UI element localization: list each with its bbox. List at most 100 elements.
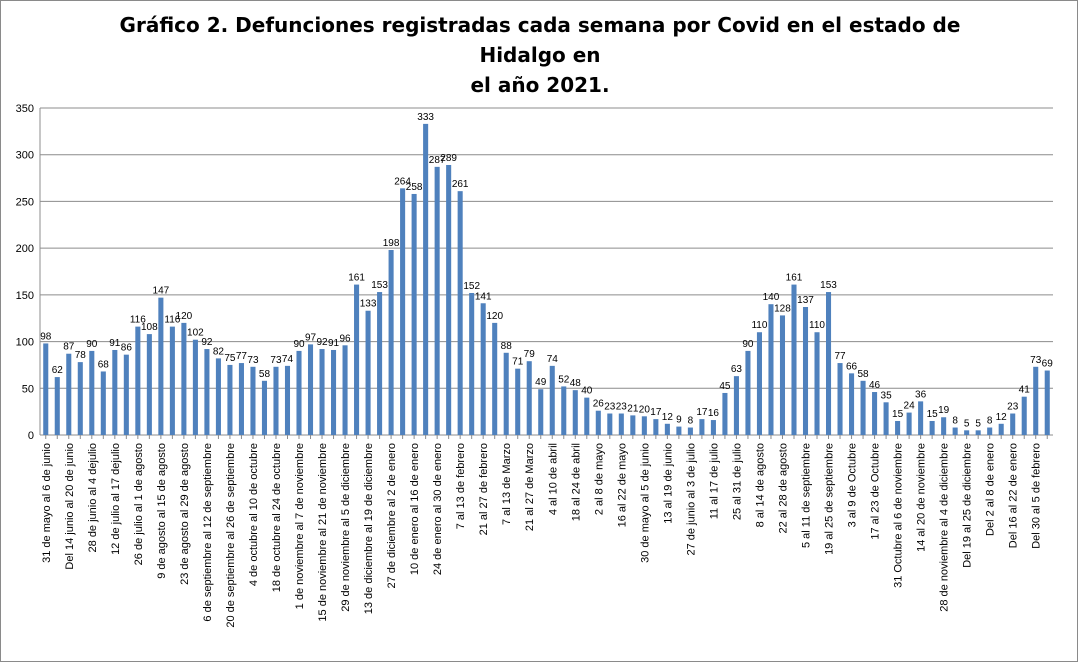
x-tick-label: 10 de enero al 16 de enero: [409, 443, 421, 575]
bar: [975, 430, 981, 435]
bar: [261, 380, 268, 435]
y-tick-label: 250: [16, 196, 34, 208]
x-tick-label: 13 al 19 de junio: [662, 443, 674, 524]
data-label: 133: [360, 299, 377, 310]
data-label: 41: [1019, 385, 1031, 396]
x-tick-label: 11 al 17 de julio: [708, 443, 720, 519]
data-label: 66: [846, 361, 858, 372]
bar: [492, 322, 498, 435]
data-label: 5: [964, 418, 970, 429]
bar: [883, 402, 889, 435]
bar: [526, 361, 532, 435]
x-tick-label: Del 14 junio al 20 de junio: [64, 443, 76, 570]
data-label: 77: [236, 351, 248, 362]
bar: [112, 349, 118, 435]
bar: [929, 420, 935, 435]
x-tick-label: 31 Octubre al 6 de noviembre: [893, 443, 905, 588]
bar: [365, 310, 371, 435]
bar: [538, 389, 544, 435]
x-tick-label: 1 de noviembre al 7 de noviembre: [294, 443, 306, 609]
bar: [779, 315, 786, 435]
data-label: 68: [98, 359, 110, 370]
bar: [641, 416, 647, 435]
data-label: 48: [570, 378, 582, 389]
data-label: 87: [63, 342, 75, 353]
x-tick-label: 14 al 20 de noviembre: [916, 443, 928, 552]
data-label: 78: [75, 350, 87, 361]
data-label: 74: [547, 354, 559, 365]
data-label: 71: [512, 357, 524, 368]
x-tick-label: 5 al 11 de septiembre: [801, 443, 813, 548]
data-label: 19: [938, 405, 950, 416]
data-label: 17: [650, 407, 662, 418]
bar: [595, 410, 601, 435]
data-label: 9: [676, 415, 682, 426]
data-label: 116: [164, 315, 180, 326]
data-label: 58: [259, 369, 271, 380]
data-label: 77: [834, 351, 846, 362]
bar: [814, 332, 820, 435]
x-tick-label: 23 de agosto al 29 de agosto: [179, 443, 191, 585]
y-tick-label: 350: [16, 103, 34, 115]
bar: [1021, 396, 1027, 435]
bar: [676, 426, 682, 435]
bar: [238, 363, 244, 435]
x-tick-label: 21 al 27 de Marzo: [524, 443, 536, 531]
bar: [146, 334, 152, 435]
bar: [745, 350, 751, 435]
bar: [66, 353, 72, 435]
x-tick-label: Del 30 al 5 de febrero: [1031, 443, 1043, 549]
data-label: 58: [858, 369, 870, 380]
bar: [89, 350, 95, 435]
x-tick-label: 7 al 13 de febrero: [455, 443, 467, 529]
bar: [319, 349, 325, 435]
x-tick-label: 29 de noviembre al 5 de diciembre: [340, 443, 352, 612]
bar: [446, 164, 452, 435]
data-label: 91: [109, 338, 121, 349]
y-tick-label: 100: [16, 337, 34, 349]
data-label: 152: [463, 281, 480, 292]
x-tick-label: 18 al 24 de abril: [570, 443, 582, 521]
bar: [377, 292, 383, 435]
data-label: 46: [869, 380, 881, 391]
data-label: 15: [892, 409, 904, 420]
x-tick-label: 4 al 10 de abril: [547, 443, 559, 515]
data-label: 287: [429, 155, 446, 166]
bar: [192, 339, 198, 435]
data-label: 8: [688, 416, 694, 427]
data-label: 17: [696, 407, 708, 418]
bar: [768, 304, 774, 435]
bar: [296, 350, 302, 435]
data-label: 98: [40, 331, 52, 342]
x-tick-label: 24 de enero al 30 de enero: [432, 443, 444, 575]
data-label: 90: [86, 339, 98, 350]
data-label: 90: [293, 339, 305, 350]
data-label: 108: [141, 322, 158, 333]
data-label: 23: [604, 402, 616, 413]
bar: [952, 427, 958, 435]
data-label: 79: [524, 349, 536, 360]
x-tick-label: 28 de noviembre al 4 de diciembre: [939, 443, 951, 612]
bar: [135, 326, 141, 435]
data-label: 264: [394, 176, 411, 187]
bar: [54, 377, 60, 435]
x-tick-label: 27 de diciembre al 2 de enero: [386, 443, 398, 589]
y-tick-label: 0: [28, 430, 34, 442]
data-label: 8: [987, 416, 993, 427]
data-label: 153: [820, 280, 837, 291]
bar: [941, 417, 947, 435]
data-label: 15: [927, 409, 939, 420]
bar: [1010, 413, 1016, 435]
data-label: 137: [797, 295, 814, 306]
bar: [998, 423, 1004, 435]
data-label: 26: [593, 399, 605, 410]
data-label: 36: [915, 389, 927, 400]
y-tick-label: 50: [22, 383, 34, 395]
data-label: 82: [213, 346, 225, 357]
chart-title: Gráfico 2. Defunciones registradas cada …: [80, 10, 1000, 100]
bar: [895, 420, 901, 435]
bar: [860, 380, 866, 435]
bar: [307, 344, 314, 435]
